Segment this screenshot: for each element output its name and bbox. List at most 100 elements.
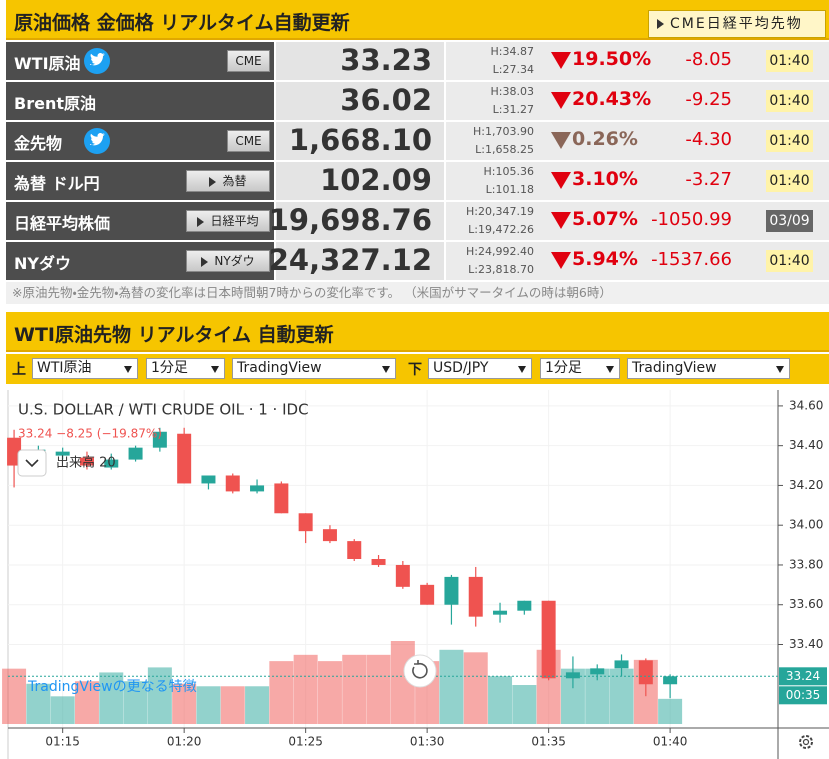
row-button[interactable]: 日経平均 (186, 210, 270, 232)
row-name: 為替 ドル円 (14, 174, 100, 193)
row-button[interactable]: NYダウ (186, 250, 270, 272)
row-name: Brent原油 (14, 94, 96, 113)
price: 1,668.10 (288, 123, 432, 157)
diff: -3.27 (685, 169, 732, 190)
x-tick-label: 01:20 (167, 735, 202, 749)
row-name: WTI原油 (14, 54, 81, 73)
button-text[interactable]: NYダウ (214, 254, 255, 268)
price-cell (276, 202, 444, 240)
diff: -1537.66 (651, 249, 732, 270)
button-text[interactable]: CME (235, 134, 262, 148)
select[interactable]: WTI原油 (32, 358, 138, 379)
candle-body (298, 513, 313, 532)
twitter-icon[interactable] (84, 128, 110, 154)
volume-bar (50, 696, 75, 724)
time: 03/09 (766, 210, 813, 232)
high: H:38.03 (490, 85, 534, 98)
reset-icon[interactable] (412, 660, 428, 679)
button-text[interactable]: CME (235, 54, 262, 68)
select[interactable]: USD/JPY (428, 358, 532, 379)
low: L:27.34 (492, 63, 534, 76)
diff: -8.05 (685, 49, 732, 70)
y-tick-label: 34.20 (789, 478, 823, 492)
button-arrow[interactable] (201, 256, 209, 267)
button-arrow[interactable] (209, 176, 217, 187)
candle-body (614, 660, 629, 669)
candle-body (541, 600, 556, 679)
reset-button[interactable] (403, 654, 437, 688)
change: 5.94% (572, 248, 638, 270)
diff: -4.30 (685, 129, 732, 150)
price-cell (276, 242, 444, 280)
candle-body (638, 660, 653, 685)
x-tick-label: 01:30 (410, 735, 445, 749)
toolbar-label: 上 (12, 362, 26, 378)
x-tick-label: 01:25 (288, 735, 323, 749)
low: L:23,818.70 (468, 263, 534, 276)
settings-icon[interactable] (799, 735, 813, 749)
candle-body (55, 451, 70, 456)
row-name: 金先物 (14, 134, 63, 153)
candle-body (395, 564, 410, 587)
high: H:34.87 (490, 45, 534, 58)
change-arrow (551, 52, 571, 69)
candle-body (128, 447, 143, 460)
candle-body (274, 483, 289, 514)
info-cell (446, 202, 829, 240)
button-arrow[interactable] (197, 216, 205, 227)
price-cell (276, 42, 444, 80)
y-tick-label: 33.60 (789, 597, 823, 611)
button-text[interactable]: 日経平均 (210, 214, 259, 228)
price-cell (276, 162, 444, 200)
candle-body (444, 576, 459, 605)
volume-bar (74, 681, 99, 724)
volume-bar (342, 654, 367, 724)
price: 24,327.12 (268, 243, 432, 277)
twitter-bird[interactable] (84, 48, 110, 74)
y-tick-label: 33.80 (789, 557, 823, 571)
volume-bar (26, 683, 51, 724)
twitter-bird[interactable] (84, 128, 110, 154)
price-cell (276, 122, 444, 160)
candle-body (322, 529, 337, 542)
candle-body (104, 459, 119, 468)
button-text[interactable]: 為替 (222, 174, 247, 188)
chart: 34.60 34.40 34.20 34.00 33.80 33.60 33.40 01:15… (2, 390, 829, 759)
select[interactable]: TradingView (232, 358, 396, 379)
toolbar-label: 下 (408, 362, 422, 378)
time: 01:40 (766, 250, 813, 272)
row-name: 日経平均株価 (14, 214, 111, 233)
note: ※原油先物・金先物・為替の変化率は日本時間朝7時からの変化率です。 （米国がサマ… (6, 282, 829, 304)
cme-link-text[interactable]: CME日経平均先物 (670, 16, 803, 32)
section-title: WTI原油先物 リアルタイム 自動更新 (14, 324, 334, 346)
candle-body (250, 485, 265, 492)
settings-hub[interactable] (802, 738, 810, 746)
select[interactable]: 1分足 (146, 358, 225, 379)
row-button[interactable]: CME (227, 130, 270, 152)
price: 102.09 (320, 163, 432, 197)
high: H:105.36 (483, 165, 534, 178)
legend-toggle[interactable] (17, 449, 47, 477)
volume-bar (439, 649, 464, 724)
legend-chevron[interactable] (25, 459, 39, 468)
price: 36.02 (340, 83, 432, 117)
y-tick-label: 34.60 (789, 398, 823, 412)
low: L:19,472.26 (468, 223, 534, 236)
low: L:31.27 (492, 103, 534, 116)
change-arrow (551, 212, 571, 229)
price: 19,698.76 (268, 203, 432, 237)
change: 5.07% (572, 208, 638, 230)
row-button[interactable]: CME (227, 50, 270, 72)
last-price-box (779, 667, 827, 686)
volume-bar (609, 668, 634, 724)
high: H:24,992.40 (466, 245, 534, 258)
volume-bar (172, 683, 197, 724)
select[interactable]: 1分足 (540, 358, 620, 379)
row-button[interactable]: 為替 (186, 170, 270, 192)
select[interactable]: TradingView (627, 358, 790, 379)
promo[interactable]: TradingViewの更なる特徴 (27, 679, 197, 695)
info-cell (446, 42, 829, 80)
twitter-icon[interactable] (84, 48, 110, 74)
price: 33.23 (340, 43, 432, 77)
cme-link[interactable]: CME日経平均先物 (648, 10, 826, 38)
